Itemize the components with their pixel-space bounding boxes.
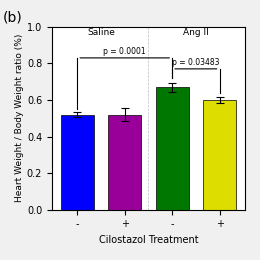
X-axis label: Cilostazol Treatment: Cilostazol Treatment	[99, 235, 198, 245]
Text: p = 0.03483: p = 0.03483	[172, 58, 220, 67]
Text: Ang II: Ang II	[183, 28, 209, 37]
Text: Saline: Saline	[87, 28, 115, 37]
Text: (b): (b)	[3, 10, 22, 24]
Bar	[108, 115, 141, 210]
Bar	[61, 115, 94, 210]
Bar	[203, 100, 236, 210]
Text: p = 0.0001: p = 0.0001	[103, 47, 146, 56]
Bar	[155, 87, 189, 210]
Y-axis label: Heart Weight / Body Weight ratio (%): Heart Weight / Body Weight ratio (%)	[15, 34, 24, 203]
